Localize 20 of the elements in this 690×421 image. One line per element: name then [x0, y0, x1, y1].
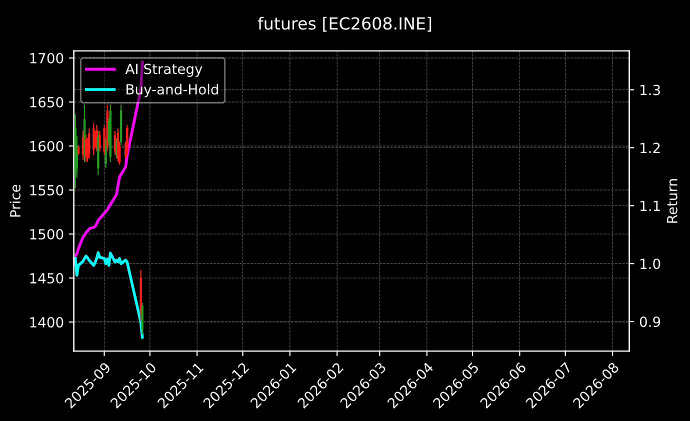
y2-tick-label: 1.0: [640, 258, 660, 270]
y2-axis-title: Return: [667, 179, 678, 223]
y2-tick-label: 0.9: [640, 316, 660, 328]
y2-tick-label: 1.3: [640, 84, 660, 96]
line-series: [74, 251, 144, 339]
y-tick-label: 1650: [30, 96, 64, 108]
y2-tick-label: 1.2: [640, 142, 660, 153]
y-tick-label: 1550: [30, 184, 64, 196]
legend-label: Buy-and-Hold: [126, 84, 218, 98]
y-tick-label: 1700: [30, 52, 64, 64]
y-axis-title: Price: [10, 184, 21, 217]
legend-label: AI Strategy: [125, 64, 202, 77]
candlestick: [98, 130, 101, 152]
candlestick: [77, 144, 80, 156]
y-tick-label: 1400: [30, 317, 64, 328]
y2-tick-label: 1.1: [640, 200, 660, 211]
y-tick-label: 1450: [30, 273, 64, 284]
y-tick-label: 1600: [30, 140, 64, 152]
y-tick-label: 1500: [30, 229, 64, 240]
chart-title: futures [EC2608.INE]: [258, 16, 432, 32]
